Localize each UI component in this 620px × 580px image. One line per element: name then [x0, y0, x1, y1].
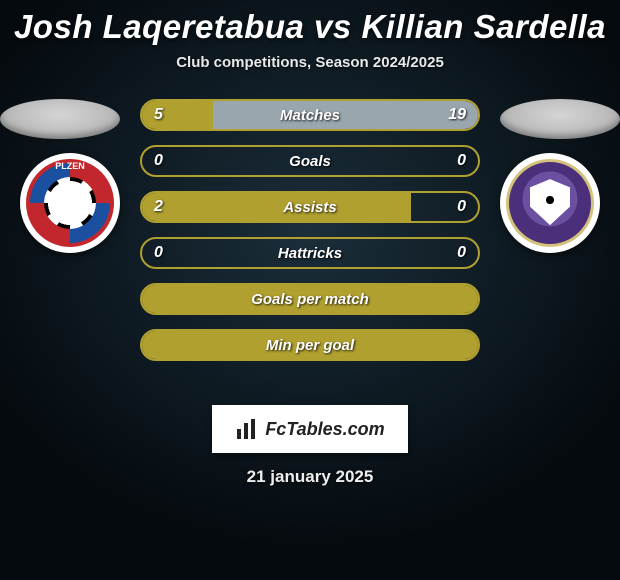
stat-row: Min per goal — [140, 329, 480, 361]
player2-club-badge — [500, 153, 600, 253]
player1-name: Josh Laqeretabua — [14, 8, 304, 45]
stat-value-left: 0 — [142, 239, 175, 267]
brand-box: FcTables.com — [212, 405, 408, 453]
stat-value-left: 0 — [142, 147, 175, 175]
footer-date: 21 january 2025 — [0, 467, 620, 487]
stat-value-left: 2 — [142, 193, 175, 221]
player1-club-badge — [20, 153, 120, 253]
player2-name: Killian Sardella — [361, 8, 606, 45]
stat-label: Hattricks — [142, 245, 478, 262]
stat-row: 0 0Hattricks — [140, 237, 480, 269]
stat-label: Goals — [142, 153, 478, 170]
player1-silhouette — [0, 99, 120, 139]
stat-row: 2 0Assists — [140, 191, 480, 223]
stat-label: Goals per match — [142, 291, 478, 308]
plzen-crest-icon — [26, 159, 114, 247]
brand-text: FcTables.com — [265, 419, 384, 440]
stat-value-right: 0 — [445, 147, 478, 175]
stat-value-left — [142, 331, 166, 359]
stat-row: Goals per match — [140, 283, 480, 315]
stat-label: Matches — [142, 107, 478, 124]
stat-value-left: 5 — [142, 101, 175, 129]
stat-value-right: 0 — [445, 239, 478, 267]
stat-value-right: 0 — [445, 193, 478, 221]
stat-label: Min per goal — [142, 337, 478, 354]
stat-value-right — [454, 285, 478, 313]
vs-label: vs — [314, 8, 352, 45]
stat-label: Assists — [142, 199, 478, 216]
stat-value-left — [142, 285, 166, 313]
bar-chart-icon — [235, 417, 259, 441]
player2-silhouette — [500, 99, 620, 139]
page-title: Josh Laqeretabua vs Killian Sardella — [0, 0, 620, 46]
stat-row: 5 19Matches — [140, 99, 480, 131]
stat-row: 0 0Goals — [140, 145, 480, 177]
stat-value-right: 19 — [436, 101, 478, 129]
anderlecht-crest-icon — [506, 159, 594, 247]
comparison-bars: 519Matches00Goals20Assists00HattricksGoa… — [140, 99, 480, 361]
stat-value-right — [454, 331, 478, 359]
subtitle: Club competitions, Season 2024/2025 — [0, 54, 620, 71]
